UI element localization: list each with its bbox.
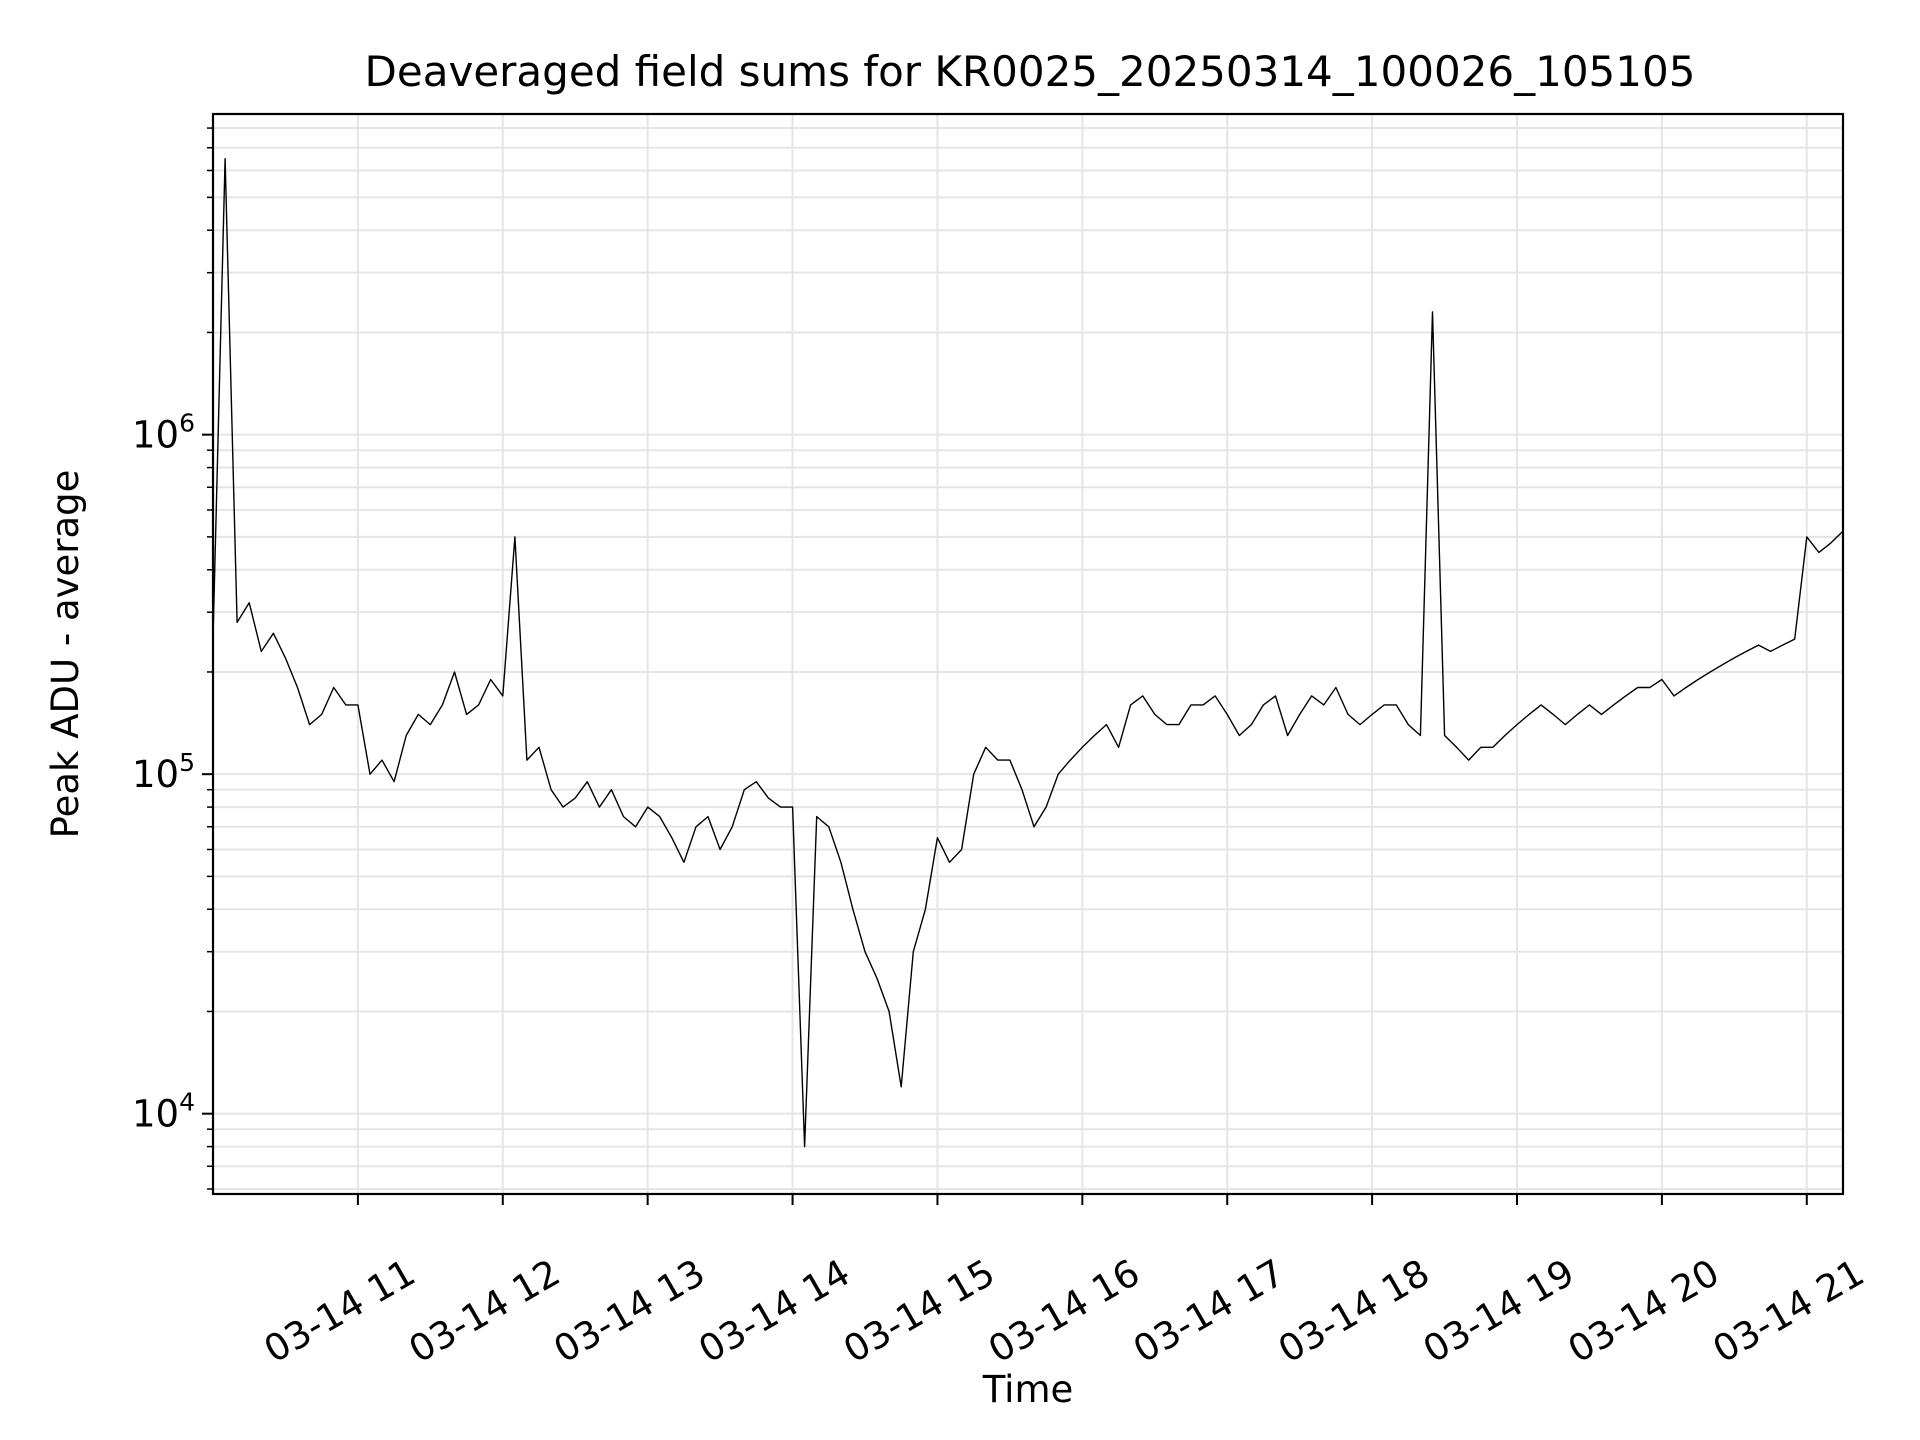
y-tick-exponent: 6 xyxy=(179,409,195,438)
x-tick-label: 03-14 21 xyxy=(1706,1251,1872,1371)
y-tick-base: 10 xyxy=(132,414,179,457)
x-tick-label: 03-14 14 xyxy=(692,1251,858,1371)
plot-frame xyxy=(211,112,1845,1196)
x-axis-label: Time xyxy=(982,1368,1074,1411)
y-tick-label: 105 xyxy=(132,748,195,796)
x-tick-label: 03-14 13 xyxy=(547,1251,713,1371)
x-tick-label: 03-14 15 xyxy=(836,1251,1002,1371)
x-tick-label: 03-14 17 xyxy=(1126,1251,1292,1371)
y-tick-exponent: 4 xyxy=(179,1088,195,1117)
x-tick-label: 03-14 16 xyxy=(981,1251,1147,1371)
y-tick-exponent: 5 xyxy=(179,748,195,777)
x-tick-label: 03-14 19 xyxy=(1416,1251,1582,1371)
y-tick-base: 10 xyxy=(132,753,179,796)
x-tick-label: 03-14 11 xyxy=(257,1251,423,1371)
chart-title: Deaveraged field sums for KR0025_2025031… xyxy=(365,47,1696,96)
x-tick-label: 03-14 18 xyxy=(1271,1251,1437,1371)
y-tick-label: 104 xyxy=(132,1088,195,1136)
x-tick-label: 03-14 12 xyxy=(402,1251,568,1371)
y-tick-base: 10 xyxy=(132,1093,179,1136)
y-tick-label: 106 xyxy=(132,409,195,457)
y-axis-label: Peak ADU - average xyxy=(44,470,87,839)
grid xyxy=(213,114,1843,1194)
x-tick-label: 03-14 20 xyxy=(1561,1251,1727,1371)
series-line xyxy=(212,158,1844,1148)
